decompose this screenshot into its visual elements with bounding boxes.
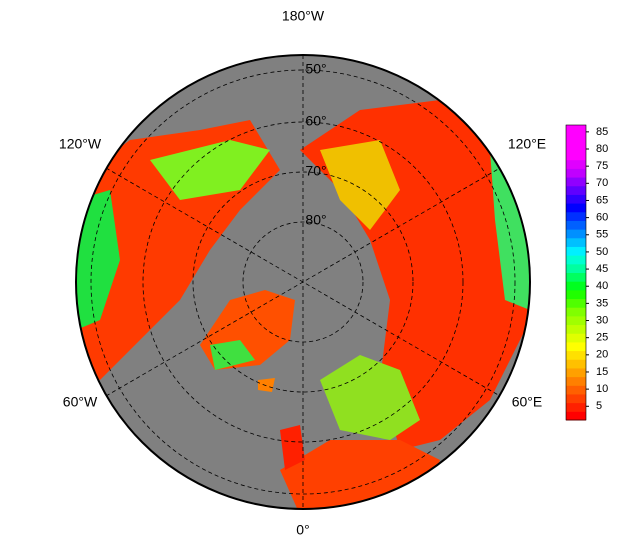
colorbar-tick-label: 50	[596, 246, 608, 258]
colorbar-segment	[566, 142, 586, 152]
scandinavia	[320, 355, 420, 440]
colorbar-segment	[566, 289, 586, 300]
colorbar-segment	[566, 203, 586, 213]
colorbar-tick-label: 65	[596, 194, 608, 206]
british-isles	[280, 425, 305, 470]
colorbar: 5 10 15 20 25 30 35 40 45 50 55 60 65 70 75 80 85	[565, 124, 608, 421]
colorbar-segment	[566, 255, 586, 265]
map-border	[75, 54, 531, 510]
latitude-label: 50°	[305, 61, 326, 77]
colorbar-segment	[566, 272, 586, 282]
longitude-label: 120°E	[508, 136, 546, 152]
colorbar-segment	[566, 263, 586, 273]
iceland	[258, 378, 275, 392]
colorbar-segment	[566, 211, 586, 221]
colorbar-segment	[566, 185, 586, 195]
colorbar-segment	[566, 359, 586, 369]
colorbar-tick-label: 45	[596, 263, 608, 275]
colorbar-tick-label: 40	[596, 280, 608, 292]
colorbar-segment	[566, 159, 586, 169]
colorbar-segment	[566, 281, 586, 291]
latitude-label: 70°	[305, 163, 326, 179]
colorbar-segment	[566, 393, 586, 404]
colorbar-segment	[566, 367, 586, 378]
colorbar-segment	[566, 298, 586, 308]
colorbar-tick-label: 30	[596, 314, 608, 326]
arctic-canada	[150, 140, 270, 200]
colorbar-tick-label: 85	[596, 126, 608, 138]
colorbar-segment	[566, 333, 586, 343]
graticule	[90, 55, 516, 509]
colorbar-segment	[566, 376, 586, 386]
latitude-label: 60°	[305, 113, 326, 129]
colorbar-segment	[566, 220, 586, 230]
colorbar-segment	[566, 411, 586, 421]
north-america-west	[76, 190, 120, 330]
colorbar-segment	[566, 168, 586, 178]
longitude-label: 120°W	[59, 136, 102, 152]
latitude-labels: 50° 60° 70° 80°	[305, 61, 326, 228]
colorbar-segment	[566, 237, 586, 247]
colorbar-segment	[566, 125, 586, 135]
siberia-north	[320, 140, 400, 230]
colorbar-segment	[566, 177, 586, 187]
colorbar-segment	[566, 229, 586, 239]
colorbar-segment	[566, 315, 586, 326]
longitude-label: 0°	[296, 522, 309, 538]
colorbar-tick-label: 10	[596, 383, 608, 395]
colorbar-tick-label: 70	[596, 177, 608, 189]
colorbar-segment	[566, 133, 586, 143]
land-fields	[76, 100, 530, 509]
colorbar-segment	[566, 402, 586, 412]
colorbar-segment	[566, 385, 586, 395]
colorbar-segment	[566, 246, 586, 256]
colorbar-tick-label: 55	[596, 229, 608, 241]
colorbar-tick-label: 25	[596, 332, 608, 344]
colorbar-segment	[566, 350, 586, 360]
colorbar-tick-label: 80	[596, 143, 608, 155]
greenland-south	[210, 340, 255, 370]
longitude-label: 60°E	[512, 394, 543, 410]
colorbar-tick-label: 35	[596, 297, 608, 309]
colorbar-segment	[566, 324, 586, 334]
colorbar-segment	[566, 341, 586, 352]
colorbar-segment	[566, 151, 586, 161]
colorbar-tick-label: 60	[596, 212, 608, 224]
longitude-label: 180°W	[282, 8, 325, 24]
colorbar-tick-label: 20	[596, 349, 608, 361]
colorbar-tick-label: 5	[596, 400, 602, 412]
colorbar-segment	[566, 194, 586, 204]
colorbar-tick-label: 15	[596, 366, 608, 378]
latitude-label: 80°	[305, 212, 326, 228]
longitude-label: 60°W	[63, 394, 98, 410]
colorbar-frame	[565, 124, 587, 421]
colorbar-segment	[566, 307, 586, 317]
colorbar-tick-label: 75	[596, 160, 608, 172]
